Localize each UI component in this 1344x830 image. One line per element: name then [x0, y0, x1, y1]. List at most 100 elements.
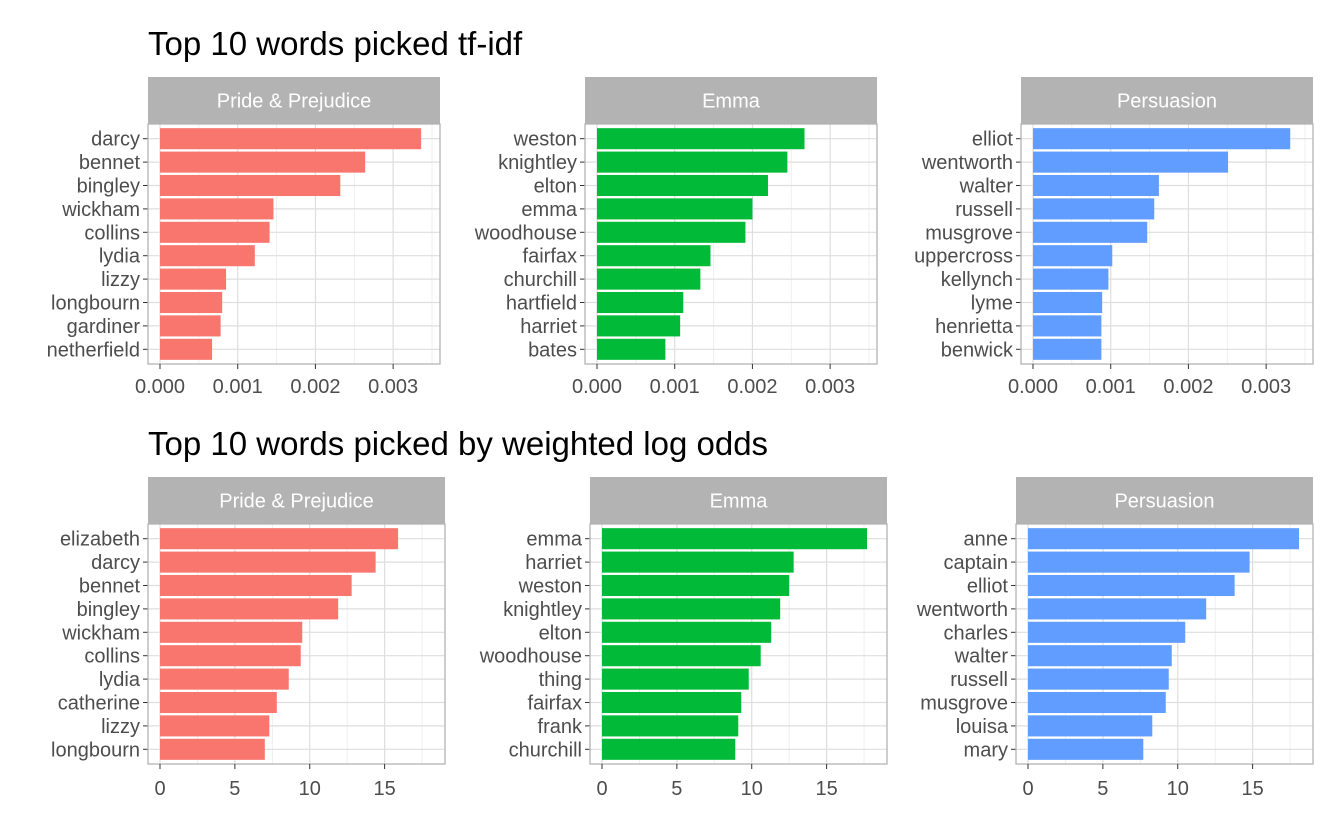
word-label-harriet: harriet — [525, 552, 582, 574]
strip-tfidf-persuasion — [1021, 77, 1313, 124]
word-label-harriet: harriet — [520, 316, 577, 338]
word-label-catherine: catherine — [58, 693, 140, 715]
bar-musgrove — [1028, 691, 1166, 714]
x-tick-label: 0.002 — [727, 376, 777, 398]
word-label-netherfield: netherfield — [47, 339, 140, 361]
panel-border — [589, 523, 888, 765]
x-tick-label: 0.002 — [1163, 376, 1213, 398]
bar-churchill — [597, 268, 701, 290]
bar-walter — [1033, 174, 1159, 197]
bar-hartfield — [597, 291, 684, 314]
panel-log-odds-pride-and-prejudice: Pride & Prejudice elizabethdarcybennetbin… — [51, 477, 446, 800]
bar-elliot — [1028, 574, 1235, 597]
word-label-charles: charles — [944, 622, 1008, 644]
word-label-fairfax: fairfax — [528, 693, 582, 715]
x-tick-label: 0.002 — [290, 376, 340, 398]
strip-label: Persuasion — [1117, 91, 1217, 113]
word-label-henrietta: henrietta — [935, 316, 1014, 338]
bar-wentworth — [1033, 151, 1229, 173]
word-label-longbourn: longbourn — [51, 739, 140, 761]
bar-walter — [1028, 645, 1172, 667]
bar-louisa — [1028, 715, 1153, 737]
word-label-frank: frank — [538, 716, 583, 738]
bar-captain — [1028, 551, 1250, 573]
word-label-kellynch: kellynch — [941, 269, 1013, 291]
bar-bates — [597, 338, 666, 360]
bar-collins — [160, 221, 270, 243]
bar-netherfield — [160, 338, 213, 360]
word-label-russell: russell — [955, 199, 1013, 221]
bar-lyme — [1033, 291, 1103, 314]
bar-wickham — [160, 621, 303, 643]
word-label-wentworth: wentworth — [921, 152, 1013, 174]
strip-tfidf-emma — [585, 77, 877, 124]
bar-thing — [602, 668, 749, 690]
strip-log-odds-emma — [590, 477, 887, 524]
section-title-tfidf: Top 10 words picked tf-idf — [148, 25, 523, 62]
word-label-musgrove: musgrove — [920, 693, 1008, 715]
x-tick-label: 15 — [815, 778, 837, 800]
x-tick-label: 0 — [596, 778, 607, 800]
word-label-lizzy: lizzy — [101, 269, 140, 291]
word-label-louisa: louisa — [956, 716, 1009, 738]
word-label-elizabeth: elizabeth — [60, 529, 140, 551]
x-tick-label: 0.003 — [1241, 376, 1291, 398]
word-label-longbourn: longbourn — [51, 293, 140, 315]
panel-border — [147, 123, 441, 365]
bar-charles — [1028, 621, 1186, 643]
x-tick-label: 0 — [1022, 778, 1033, 800]
bar-woodhouse — [602, 645, 761, 667]
word-label-bingley: bingley — [77, 176, 140, 198]
bar-gardiner — [160, 315, 221, 337]
strip-label: Pride & Prejudice — [217, 91, 372, 113]
bar-harriet — [597, 315, 681, 337]
strip-label: Pride & Prejudice — [219, 491, 374, 513]
x-tick-label: 0 — [154, 778, 165, 800]
word-label-uppercross: uppercross — [914, 246, 1013, 268]
strip-label: Persuasion — [1114, 491, 1214, 513]
x-tick-label: 0.000 — [1008, 376, 1058, 398]
bar-kellynch — [1033, 268, 1109, 290]
word-label-walter: walter — [959, 176, 1014, 198]
x-tick-label: 10 — [741, 778, 763, 800]
x-tick-label: 10 — [299, 778, 321, 800]
bar-elton — [597, 174, 768, 197]
word-label-hartfield: hartfield — [506, 293, 577, 315]
x-tick-label: 5 — [1097, 778, 1108, 800]
bar-knightley — [597, 151, 788, 173]
bar-emma — [597, 198, 753, 220]
bar-elliot — [1033, 128, 1291, 150]
x-tick-label: 0.001 — [1086, 376, 1136, 398]
bar-lydia — [160, 245, 255, 267]
bar-longbourn — [160, 738, 265, 760]
bar-catherine — [160, 691, 277, 714]
bar-bingley — [160, 174, 341, 197]
word-label-lizzy: lizzy — [101, 716, 140, 738]
x-tick-label: 0.001 — [213, 376, 263, 398]
word-label-elton: elton — [539, 622, 582, 644]
word-label-bennet: bennet — [79, 576, 141, 598]
bar-anne — [1028, 528, 1300, 550]
word-label-weston: weston — [513, 129, 577, 151]
word-label-bates: bates — [528, 339, 577, 361]
word-label-lydia: lydia — [99, 246, 141, 268]
panel-border — [1020, 123, 1314, 365]
panel-tfidf-emma: Emma westonknightleyeltonemmawoodhousefai… — [474, 77, 878, 398]
word-label-emma: emma — [521, 199, 577, 221]
word-label-woodhouse: woodhouse — [479, 646, 582, 668]
word-label-bennet: bennet — [79, 152, 141, 174]
x-tick-label: 0.000 — [135, 376, 185, 398]
strip-log-odds-pride-and-prejudice — [148, 477, 445, 524]
x-tick-label: 5 — [671, 778, 682, 800]
strip-tfidf-pride-and-prejudice — [148, 77, 440, 124]
x-tick-label: 15 — [373, 778, 395, 800]
word-label-bingley: bingley — [77, 599, 140, 621]
word-label-captain: captain — [944, 552, 1009, 574]
word-label-wentworth: wentworth — [916, 599, 1008, 621]
bar-musgrove — [1033, 221, 1148, 243]
bar-darcy — [160, 128, 422, 150]
panel-border — [584, 123, 878, 365]
word-label-darcy: darcy — [91, 129, 140, 151]
bar-bingley — [160, 598, 339, 620]
bar-lizzy — [160, 715, 270, 737]
